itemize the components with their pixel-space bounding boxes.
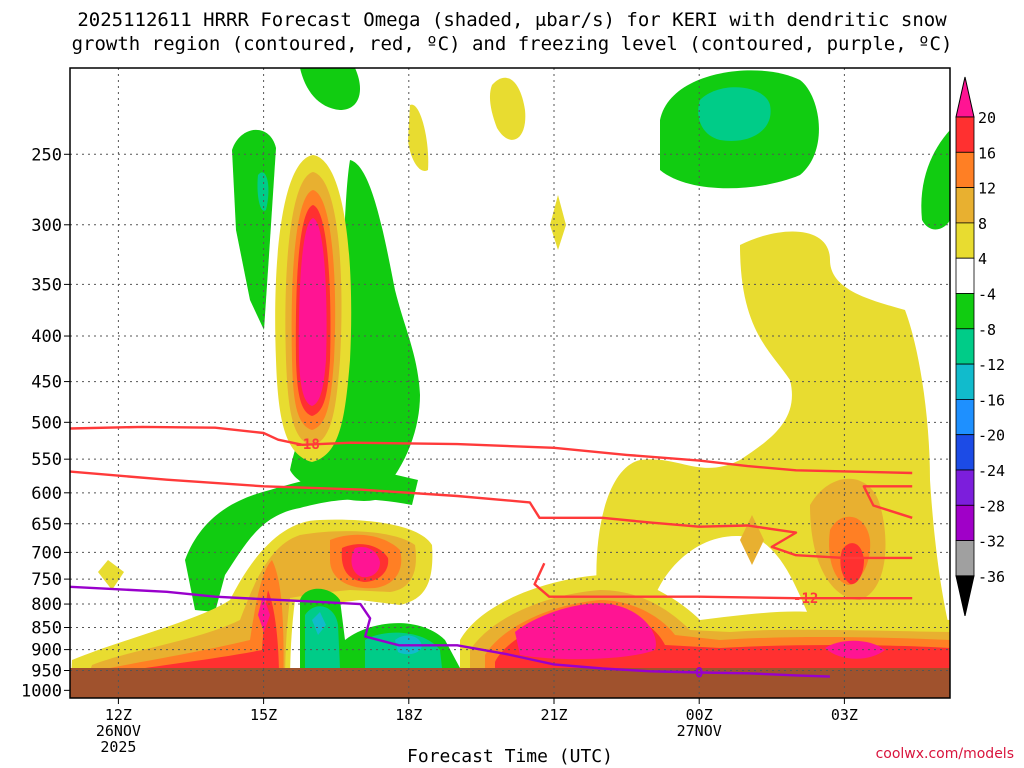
- shade-yellow-top-3: [550, 195, 566, 250]
- colorbar: 20 16 12 8 4 -4 -8 -12 -16 -20 -24 -28 -32 -36: [956, 77, 1005, 616]
- colorbar-swatch-4: [956, 223, 974, 258]
- shade-teal-lower-mid: [305, 606, 340, 668]
- y-tick-label-300: 300: [31, 216, 62, 236]
- colorbar-label-2: 12: [978, 180, 996, 198]
- y-tick-label-400: 400: [31, 327, 62, 347]
- x-axis-label: Forecast Time (UTC): [407, 746, 613, 767]
- shade-yellow-top-1: [490, 78, 525, 140]
- y-tick-label-600: 600: [31, 484, 62, 504]
- y-tick-label-350: 350: [31, 275, 62, 295]
- colorbar-label-6: -8: [978, 321, 996, 339]
- colorbar-label-7: -12: [978, 356, 1005, 374]
- colorbar-label-5: -4: [978, 286, 996, 304]
- y-tick-label-950: 950: [31, 662, 62, 682]
- colorbar-swatch-1: [956, 117, 974, 152]
- y-tick-label-900: 900: [31, 641, 62, 661]
- shade-green-plume-left: [232, 130, 276, 330]
- colorbar-swatch-7: [956, 329, 974, 364]
- ground: [70, 668, 950, 698]
- x-tick-label-18Z: 18Z: [395, 706, 422, 724]
- shade-yellow-top-2: [408, 105, 428, 171]
- colorbar-label-3: 8: [978, 215, 987, 233]
- x-tick-year-12Z: 2025: [100, 738, 136, 756]
- colorbar-swatch-3: [956, 188, 974, 223]
- y-tick-label-850: 850: [31, 618, 62, 638]
- colorbar-swatch-2: [956, 152, 974, 187]
- colorbar-swatch-13: [956, 541, 974, 576]
- x-tick-label-03Z: 03Z: [831, 706, 858, 724]
- shade-yellow-left-small: [98, 560, 124, 590]
- colorbar-swatch-10: [956, 435, 974, 470]
- contour-label-dgz-lower: -12: [793, 591, 818, 607]
- colorbar-label-13: -36: [978, 568, 1005, 586]
- y-tick-label-700: 700: [31, 543, 62, 563]
- colorbar-label-10: -24: [978, 462, 1005, 480]
- colorbar-swatch-8: [956, 364, 974, 399]
- colorbar-swatch-5: [956, 258, 974, 293]
- colorbar-bottom-arrow: [956, 576, 974, 616]
- y-tick-label-750: 750: [31, 570, 62, 590]
- y-axis: 250 300 350 400 450 500 550 600 650 700 750 800 850 9…: [21, 145, 70, 701]
- y-tick-label-550: 550: [31, 450, 62, 470]
- y-tick-label-500: 500: [31, 413, 62, 433]
- colorbar-swatch-9: [956, 399, 974, 434]
- y-tick-label-1000: 1000: [21, 681, 62, 701]
- colorbar-label-9: -20: [978, 427, 1005, 445]
- y-tick-label-450: 450: [31, 373, 62, 393]
- colorbar-label-4: 4: [978, 250, 987, 268]
- x-tick-label-21Z: 21Z: [540, 706, 567, 724]
- shade-green-right-edge: [921, 130, 950, 229]
- shade-green-top: [300, 68, 360, 110]
- colorbar-label-11: -28: [978, 497, 1005, 515]
- credit-text: coolwx.com/models: [876, 746, 1014, 762]
- contour-label-dgz-top: -18: [295, 437, 320, 453]
- contour-label-freezing-level: 0: [695, 666, 703, 682]
- y-tick-label-250: 250: [31, 145, 62, 165]
- x-tick-label-15Z: 15Z: [250, 706, 277, 724]
- y-tick-label-800: 800: [31, 595, 62, 615]
- colorbar-swatch-11: [956, 470, 974, 505]
- omega-time-height-chart: -18 -12 0 250 300 350 400 450 500 550 600 650 700 75…: [0, 0, 1024, 768]
- colorbar-label-12: -32: [978, 533, 1005, 551]
- colorbar-label-8: -16: [978, 391, 1005, 409]
- colorbar-label-1: 16: [978, 144, 996, 162]
- x-tick-date-00Z: 27NOV: [677, 722, 722, 740]
- colorbar-swatch-12: [956, 505, 974, 540]
- colorbar-label-0: 20: [978, 109, 996, 127]
- colorbar-top-arrow: [956, 77, 974, 117]
- y-tick-label-650: 650: [31, 515, 62, 535]
- colorbar-swatch-6: [956, 294, 974, 329]
